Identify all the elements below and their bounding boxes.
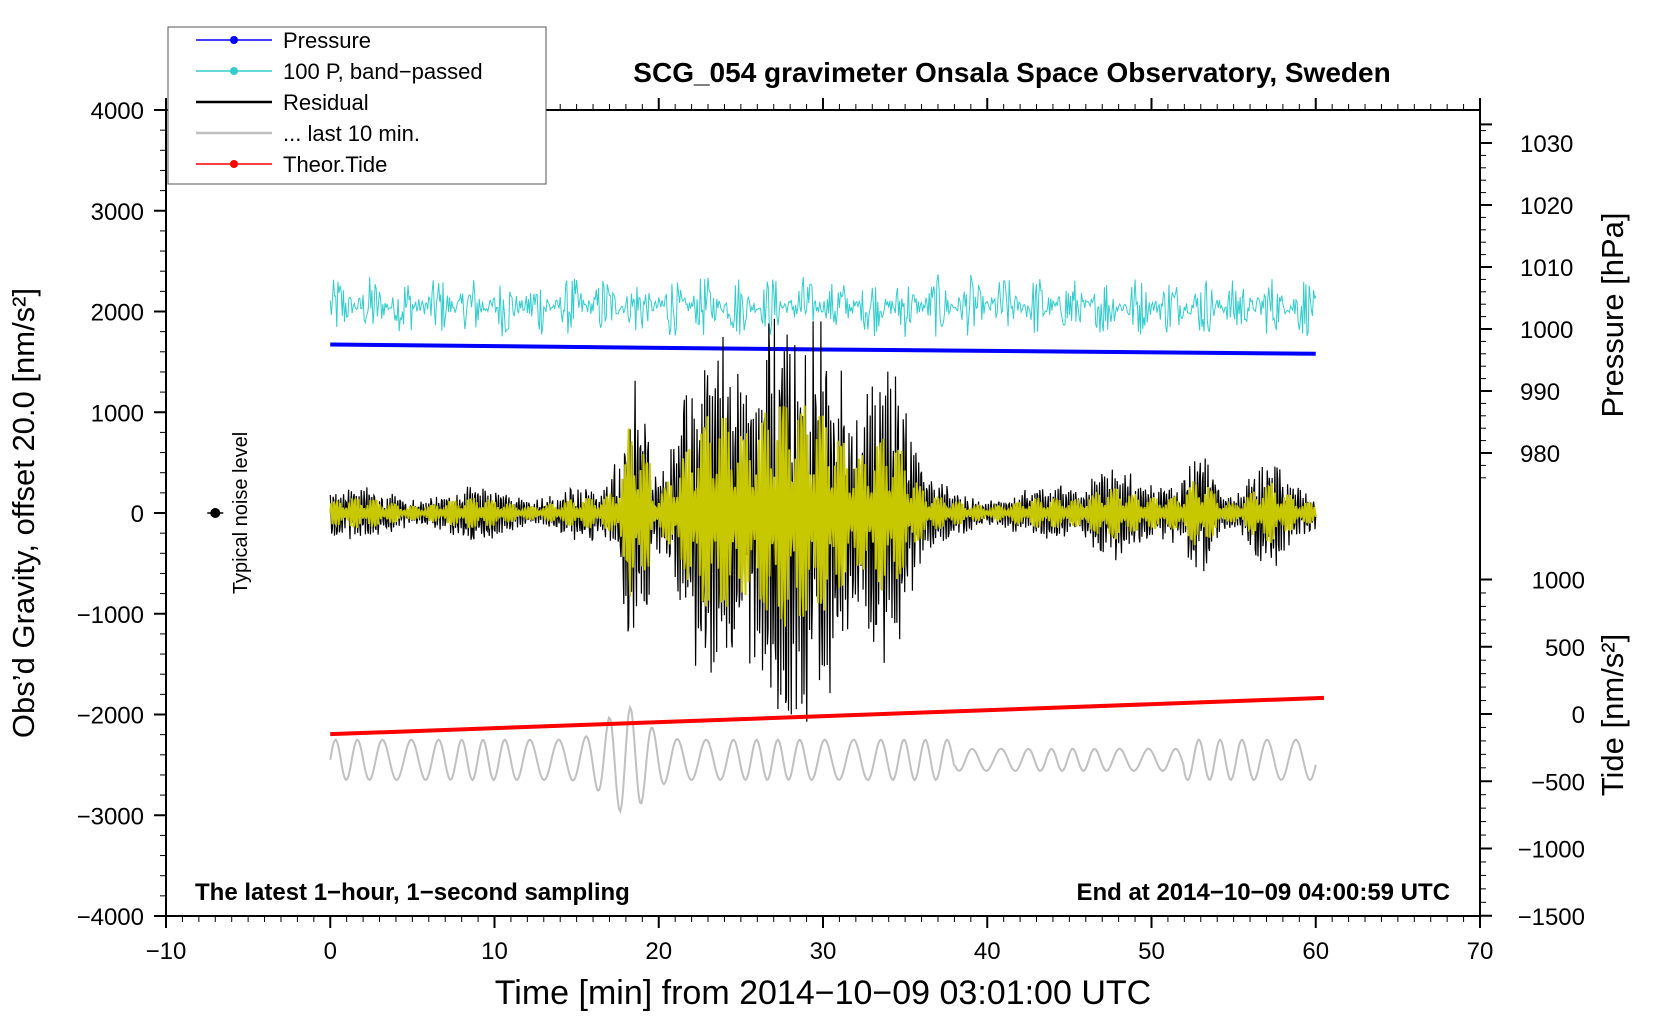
y-tick-label: 2000 — [91, 300, 144, 327]
series-pressure-bandpassed — [329, 274, 1317, 337]
chart-title: SCG_054 gravimeter Onsala Space Observat… — [633, 57, 1390, 88]
x-tick-label: 60 — [1302, 938, 1329, 965]
legend-label: 100 P, band−passed — [283, 59, 483, 84]
pressure-tick-label: 990 — [1520, 379, 1560, 406]
y-tick-label: 4000 — [91, 98, 144, 125]
y-tick-label: 1000 — [91, 400, 144, 427]
series-residual-bandpassed — [329, 405, 1317, 627]
x-tick-label: 0 — [324, 938, 337, 965]
x-tick-label: 10 — [481, 938, 508, 965]
axis-tick-labels: −10 0 10 20 30 40 50 60 70−4000−3000−2000−100001… — [77, 98, 1585, 965]
noise-marker — [210, 508, 221, 518]
x-tick-label: 50 — [1138, 938, 1165, 965]
legend-label: Residual — [283, 90, 369, 115]
tide-tick-label: 0 — [1572, 702, 1585, 729]
tide-tick-label: −1500 — [1518, 904, 1585, 931]
y-tick-label: −4000 — [77, 904, 144, 931]
x-axis-label: Time [min] from 2014−10−09 03:01:00 UTC — [495, 974, 1151, 1012]
pressure-tick-label: 1020 — [1520, 193, 1573, 220]
tide-tick-label: 1000 — [1532, 568, 1585, 595]
legend-marker — [230, 160, 238, 168]
tide-tick-label: −1000 — [1518, 837, 1585, 864]
pressure-tick-label: 1030 — [1520, 131, 1573, 158]
x-tick-label: 40 — [974, 938, 1001, 965]
legend-box — [167, 26, 547, 185]
x-tick-label: 70 — [1467, 938, 1494, 965]
x-tick-label: −10 — [146, 938, 187, 965]
legend-label: Theor.Tide — [283, 152, 387, 177]
y-tick-label: −2000 — [77, 703, 144, 730]
data-series — [207, 274, 1325, 815]
y-axis-label-pressure: Pressure [hPa] — [1595, 212, 1630, 417]
y-tick-label: −3000 — [77, 803, 144, 830]
y-tick-label: 0 — [131, 501, 144, 528]
legend-marker — [230, 36, 238, 44]
tide-tick-label: −500 — [1531, 769, 1585, 796]
series-pressure — [330, 342, 1316, 356]
noise-level-label: Typical noise level — [230, 432, 252, 594]
series-theor-tide — [330, 695, 1325, 737]
pressure-tick-label: 1000 — [1520, 317, 1573, 344]
pressure-tick-label: 980 — [1520, 441, 1560, 468]
series-last-10-min — [329, 704, 1317, 815]
y-tick-label: 3000 — [91, 199, 144, 226]
y-tick-label: −1000 — [77, 602, 144, 629]
legend-label: ... last 10 min. — [283, 121, 420, 146]
pressure-tick-label: 1010 — [1520, 255, 1573, 282]
y-axis-label-left: Obs’d Gravity, offset 20.0 [nm/s²] — [6, 288, 41, 738]
annotation-sampling: The latest 1−hour, 1−second sampling — [195, 879, 630, 906]
legend-marker — [230, 67, 238, 75]
y-axis-label-tide: Tide [nm/s²] — [1595, 634, 1630, 797]
tide-tick-label: 500 — [1545, 635, 1585, 662]
x-tick-label: 30 — [810, 938, 837, 965]
x-tick-label: 20 — [645, 938, 672, 965]
legend: Pressure 100 P, band−passed Residual ... la… — [167, 26, 547, 185]
legend-label: Pressure — [283, 28, 371, 53]
annotation-end-time: End at 2014−10−09 04:00:59 UTC — [1076, 879, 1450, 906]
